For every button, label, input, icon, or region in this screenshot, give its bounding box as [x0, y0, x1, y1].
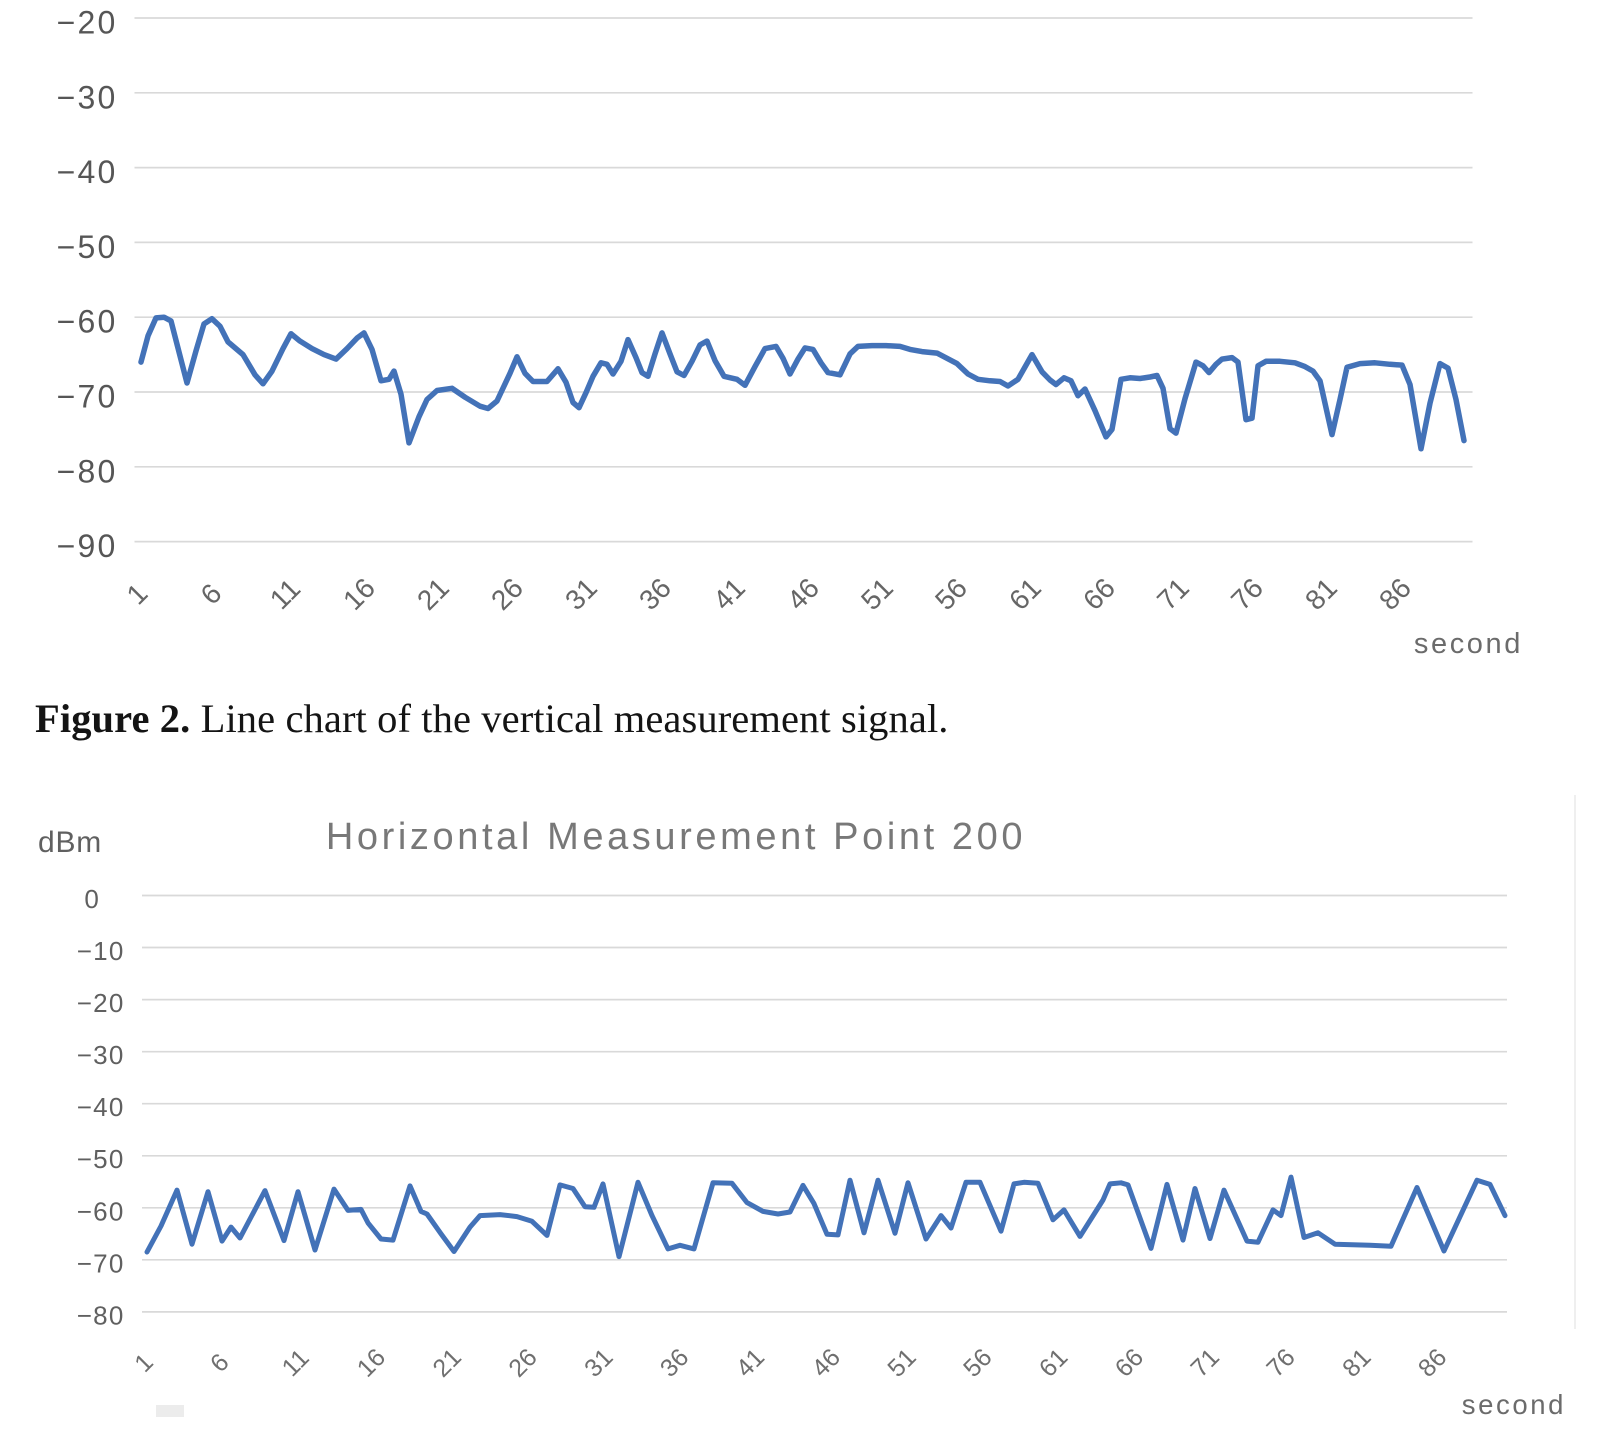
svg-text:31: 31	[559, 572, 603, 616]
svg-text:−20: −20	[77, 988, 125, 1018]
svg-text:−80: −80	[77, 1300, 125, 1330]
svg-text:−20: −20	[57, 5, 118, 41]
svg-text:second: second	[1462, 1389, 1566, 1420]
svg-text:−90: −90	[57, 528, 118, 564]
svg-text:81: 81	[1337, 1343, 1376, 1382]
svg-text:6: 6	[205, 1348, 235, 1378]
svg-text:Horizontal Measurement Point 2: Horizontal Measurement Point 200	[326, 816, 1026, 858]
svg-text:−70: −70	[77, 1248, 125, 1278]
svg-text:51: 51	[882, 1343, 921, 1382]
svg-text:76: 76	[1261, 1343, 1300, 1382]
svg-text:31: 31	[579, 1343, 618, 1382]
svg-text:26: 26	[485, 572, 529, 616]
svg-text:41: 41	[707, 572, 751, 616]
svg-text:−60: −60	[57, 304, 118, 340]
svg-text:46: 46	[781, 572, 825, 616]
svg-text:−60: −60	[77, 1196, 125, 1226]
svg-text:−30: −30	[57, 79, 118, 115]
svg-text:46: 46	[806, 1343, 845, 1382]
svg-text:61: 61	[1003, 572, 1047, 616]
svg-text:36: 36	[633, 572, 677, 616]
svg-text:61: 61	[1034, 1343, 1073, 1382]
svg-text:71: 71	[1185, 1343, 1224, 1382]
svg-text:16: 16	[337, 572, 381, 616]
svg-text:−50: −50	[77, 1144, 125, 1174]
svg-text:86: 86	[1373, 572, 1417, 616]
svg-text:71: 71	[1151, 572, 1195, 616]
svg-text:56: 56	[958, 1343, 997, 1382]
svg-text:−50: −50	[57, 229, 118, 265]
svg-text:26: 26	[503, 1343, 542, 1382]
svg-text:76: 76	[1225, 572, 1269, 616]
svg-text:21: 21	[427, 1343, 466, 1382]
svg-text:6: 6	[195, 578, 228, 611]
svg-text:36: 36	[655, 1343, 694, 1382]
svg-text:86: 86	[1413, 1343, 1452, 1382]
svg-text:21: 21	[411, 572, 455, 616]
svg-text:56: 56	[929, 572, 973, 616]
svg-text:dBm: dBm	[38, 826, 102, 859]
svg-text:−30: −30	[77, 1040, 125, 1070]
svg-text:16: 16	[352, 1343, 391, 1382]
svg-text:second: second	[1414, 628, 1523, 660]
svg-text:1: 1	[129, 1348, 159, 1378]
svg-text:−40: −40	[77, 1092, 125, 1122]
svg-text:51: 51	[855, 572, 899, 616]
svg-text:41: 41	[731, 1343, 770, 1382]
svg-text:81: 81	[1299, 572, 1343, 616]
svg-text:−70: −70	[57, 379, 118, 415]
svg-text:66: 66	[1110, 1343, 1149, 1382]
svg-text:11: 11	[264, 573, 306, 615]
svg-text:11: 11	[277, 1344, 315, 1382]
svg-text:0: 0	[84, 884, 100, 914]
svg-text:66: 66	[1077, 572, 1121, 616]
svg-text:−80: −80	[57, 453, 118, 489]
svg-text:−40: −40	[57, 154, 118, 190]
svg-text:−10: −10	[77, 936, 125, 966]
svg-text:1: 1	[121, 578, 154, 611]
